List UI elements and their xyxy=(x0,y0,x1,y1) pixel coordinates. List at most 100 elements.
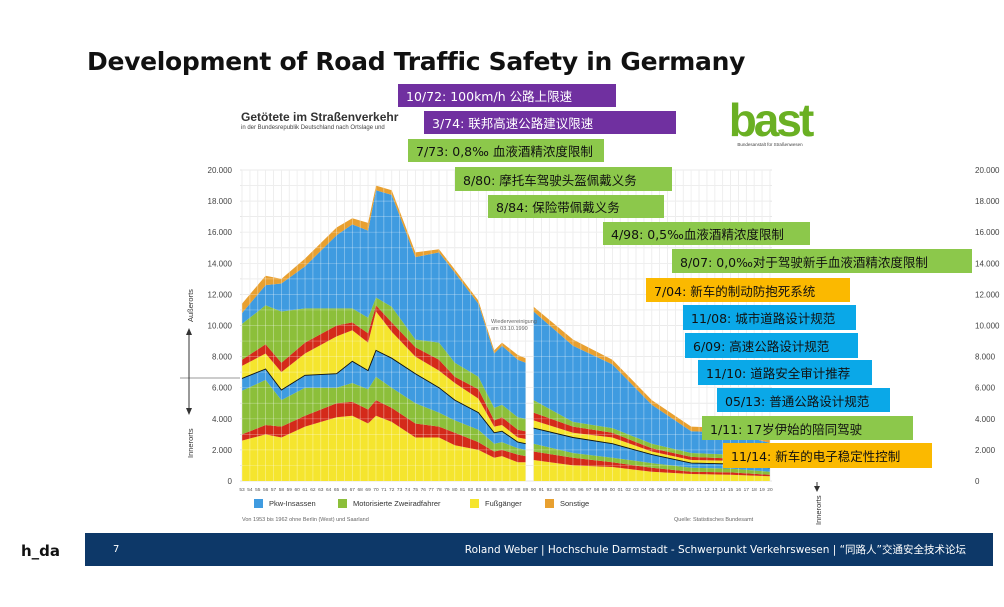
area-innerorts-1 xyxy=(533,451,770,477)
y-tick-label-left: 8.000 xyxy=(212,353,233,362)
y-tick-label-left: 16.000 xyxy=(208,228,233,237)
x-tick-label: 67 xyxy=(350,487,356,493)
footer-text: Roland Weber | Hochschule Darmstadt - Sc… xyxy=(464,544,966,556)
y-tick-label-left: 18.000 xyxy=(208,197,233,206)
x-tick-label: 08 xyxy=(673,487,679,493)
legend-item-pedestrian: Fußgänger xyxy=(470,499,522,508)
legend-swatch xyxy=(338,499,347,508)
y-tick-label-right: 6.000 xyxy=(975,384,996,393)
annotation-1110: 11/10: 道路安全审计推荐 xyxy=(698,360,872,385)
down-arrow-head-icon xyxy=(814,486,820,492)
y-tick-label-right: 20.000 xyxy=(975,166,1000,175)
page-number: 7 xyxy=(113,544,120,555)
legend-item-motorcycle: Motorisierte Zweiradfahrer xyxy=(338,499,441,508)
footnote-right: Quelle: Statistisches Bundesamt xyxy=(674,517,754,523)
y-tick-label-left: 2.000 xyxy=(212,446,233,455)
x-tick-label: 11 xyxy=(697,487,702,493)
x-tick-label: 85 xyxy=(491,487,497,493)
annotation-0513: 05/13: 普通公路设计规范 xyxy=(717,388,890,412)
x-tick-label: 03 xyxy=(633,487,639,493)
x-tick-label: 07 xyxy=(665,487,671,493)
area-außerorts-6 xyxy=(242,297,526,432)
chart-areas xyxy=(241,169,771,481)
zone-boundary-line xyxy=(241,349,526,445)
x-tick-label: 55 xyxy=(255,487,261,493)
x-tick-label: 80 xyxy=(452,487,458,493)
x-tick-label: 64 xyxy=(326,487,332,493)
x-tick-label: 63 xyxy=(318,487,324,493)
chart-title: Getötete im Straßenverkehr xyxy=(241,110,399,124)
x-tick-label: 15 xyxy=(728,487,734,493)
x-tick-label: 05 xyxy=(649,487,655,493)
x-tick-label: 83 xyxy=(476,487,482,493)
x-tick-label: 17 xyxy=(744,487,750,493)
x-tick-label: 18 xyxy=(752,487,758,493)
area-innerorts-2 xyxy=(242,376,526,457)
legend-swatch xyxy=(470,499,479,508)
x-tick-label: 95 xyxy=(570,487,576,493)
hda-logo: h_da xyxy=(21,542,61,560)
x-tick-label: 61 xyxy=(302,487,308,493)
legend-swatch xyxy=(545,499,554,508)
x-tick-label: 78 xyxy=(436,487,442,493)
x-tick-label: 76 xyxy=(421,487,427,493)
footer-band xyxy=(85,533,993,566)
bast-logo-word: bast xyxy=(728,94,815,146)
annotation-0498: 4/98: 0,5‰血液酒精浓度限制 xyxy=(603,222,810,245)
x-tick-label: 92 xyxy=(547,487,553,493)
x-tick-label: 99 xyxy=(602,487,608,493)
x-tick-label: 73 xyxy=(397,487,403,493)
x-tick-label: 13 xyxy=(712,487,718,493)
x-tick-label: 69 xyxy=(365,487,371,493)
area-außerorts-4 xyxy=(242,311,526,444)
x-tick-label: 02 xyxy=(625,487,631,493)
x-tick-label: 79 xyxy=(444,487,450,493)
y-tick-label-right: 14.000 xyxy=(975,259,1000,268)
x-tick-label: 12 xyxy=(704,487,710,493)
legend-label: Motorisierte Zweiradfahrer xyxy=(353,499,441,508)
legend-item-other: Sonstige xyxy=(545,499,589,508)
x-tick-label: 60 xyxy=(294,487,300,493)
legend-label: Pkw-Insassen xyxy=(269,499,316,508)
legend-label: Sonstige xyxy=(560,499,590,508)
x-tick-label: 94 xyxy=(562,487,568,493)
annotation-0880: 8/80: 摩托车驾驶头盔佩戴义务 xyxy=(455,167,672,191)
slide-title: Development of Road Traffic Safety in Ge… xyxy=(87,47,746,76)
x-tick-label: 89 xyxy=(523,487,529,493)
annotation-0773: 7/73: 0,8‰ 血液酒精浓度限制 xyxy=(408,139,604,162)
reunification-note: Wiedervereinigung am 03.10.1990 xyxy=(491,319,537,332)
x-axis-labels: 53 54 55 56 57 58 59 60 61 62 63 64 65 66 67 68 69 70 71 72… xyxy=(239,487,773,493)
y-tick-label-right: 4.000 xyxy=(975,415,996,424)
x-tick-label: 53 xyxy=(239,487,245,493)
x-tick-label: 10 xyxy=(688,487,694,493)
x-tick-label: 56 xyxy=(263,487,269,493)
x-tick-label: 70 xyxy=(373,487,379,493)
x-tick-label: 86 xyxy=(499,487,505,493)
x-tick-label: 09 xyxy=(681,487,687,493)
x-tick-label: 88 xyxy=(515,487,521,493)
y-tick-label-left: 14.000 xyxy=(208,259,233,268)
down-arrow-head-icon xyxy=(186,408,192,415)
y-axis-labels: 0 0 2.000 2.000 4.000 4.000 6.000 6.000 8.000 8.0… xyxy=(208,166,1000,486)
legend-label: Fußgänger xyxy=(485,499,522,508)
x-tick-label: 82 xyxy=(468,487,474,493)
x-tick-label: 91 xyxy=(539,487,545,493)
y-tick-label-left: 10.000 xyxy=(208,322,233,331)
x-tick-label: 84 xyxy=(484,487,490,493)
x-tick-label: 00 xyxy=(610,487,616,493)
bast-logo-subtitle: Bundesanstalt für Straßenwesen xyxy=(737,142,803,147)
annotation-0374: 3/74: 联邦高速公路建议限速 xyxy=(424,111,676,134)
y-tick-label-left: 6.000 xyxy=(212,384,233,393)
y-tick-label-right: 16.000 xyxy=(975,228,1000,237)
x-tick-label: 96 xyxy=(578,487,584,493)
y-tick-label-left: 12.000 xyxy=(208,290,233,299)
x-tick-label: 75 xyxy=(413,487,419,493)
y-tick-label-left: 20.000 xyxy=(208,166,233,175)
y-tick-label-right: 10.000 xyxy=(975,322,1000,331)
x-tick-label: 01 xyxy=(618,487,624,493)
bast-logo: bast Bundesanstalt für Straßenwesen xyxy=(728,94,815,147)
x-tick-label: 54 xyxy=(247,487,253,493)
x-tick-label: 16 xyxy=(736,487,742,493)
y-tick-label-right: 2.000 xyxy=(975,446,996,455)
x-tick-label: 81 xyxy=(460,487,466,493)
